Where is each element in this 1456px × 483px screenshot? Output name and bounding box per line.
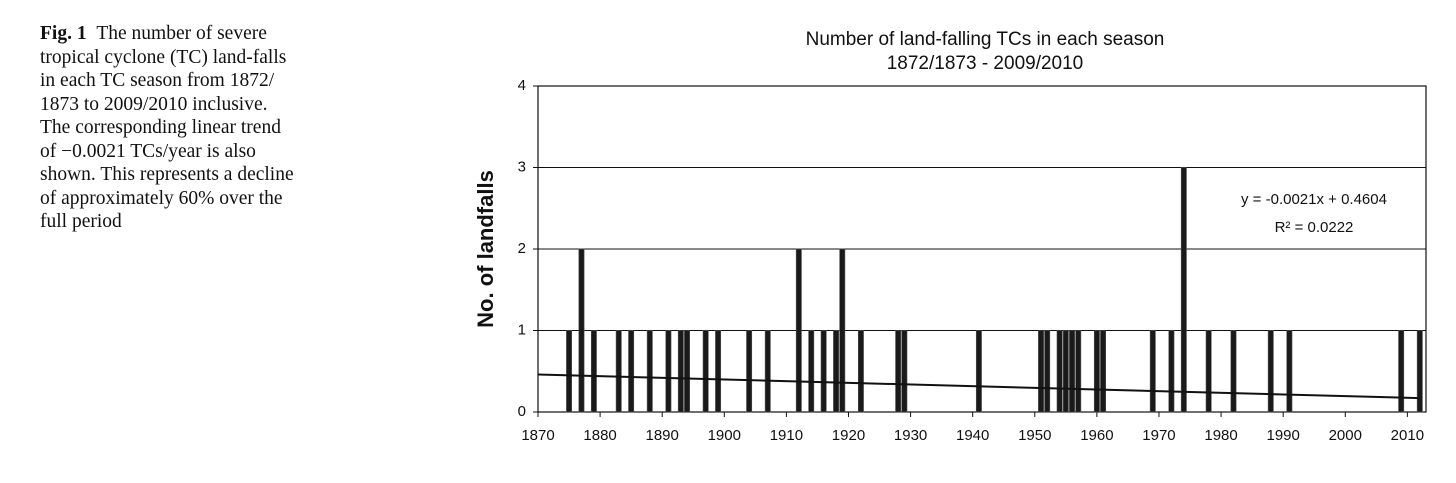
bar [702,330,709,413]
x-tick-label: 2010 [1391,427,1424,444]
bar [677,330,684,413]
x-tick-label: 1970 [1142,427,1175,444]
bar [764,330,771,413]
chart-title: Number of land-falling TCs in each seaso… [806,29,1165,50]
caption-line: full period [40,211,122,232]
bar [1056,330,1063,413]
caption-line: tropical cyclone (TC) land-falls [40,46,287,68]
caption-line: in each TC season from 1872/ [40,70,275,91]
y-tick-label: 4 [518,77,526,94]
x-tick-label: 2000 [1329,427,1362,444]
bar [615,330,622,413]
bar [1205,330,1212,413]
caption-label: Fig. 1 [40,23,87,44]
bar [1180,167,1187,413]
bar [1062,330,1069,413]
bar [839,248,846,413]
trend-equation: R² = 0.0222 [1275,219,1354,236]
x-tick-label: 1900 [708,427,741,444]
caption: Fig. 1 The number of severe tropical cyc… [40,22,370,234]
bar [566,330,572,413]
bar [895,330,902,413]
bar [833,330,840,413]
bar [578,248,585,413]
bar [746,330,753,413]
bar [628,330,635,413]
caption-line: of −0.0021 TCs/year is also [40,140,256,162]
bar [715,330,722,413]
bar [684,330,690,413]
bar [1267,330,1274,413]
caption-line: of approximately 60% over the [40,187,283,209]
bar [820,330,827,413]
bar [808,330,815,413]
x-tick-label: 1980 [1204,427,1237,444]
caption-line: Fig. 1 The number of severe [40,22,370,46]
bar [1038,330,1044,413]
bar [1416,330,1423,413]
x-tick-label: 1920 [832,427,865,444]
x-tick-label: 1870 [521,427,554,444]
bar [1100,330,1107,413]
caption-line: The corresponding linear trend [40,117,281,138]
x-tick-label: 1880 [583,427,616,444]
chart-subtitle: 1872/1873 - 2009/2010 [887,53,1084,74]
x-tick-label: 1910 [770,427,803,444]
bar [590,330,597,413]
bar [857,330,864,413]
x-tick-label: 1950 [1018,427,1051,444]
caption-line: 1873 to 2009/2010 inclusive. [40,93,268,115]
bar [1149,330,1156,413]
bar [1069,330,1075,413]
bar [1093,330,1100,413]
bar [665,330,672,413]
y-tick-label: 2 [518,240,526,257]
bar [1286,330,1293,413]
y-axis-label: No. of landfalls [473,170,498,328]
caption-text: The number of severe [96,23,267,44]
bar [975,330,982,413]
y-tick-label: 3 [518,158,526,175]
bar [795,248,802,413]
y-tick-label: 0 [518,403,526,420]
bar [1398,330,1405,413]
bar [1168,330,1175,413]
y-tick-label: 1 [518,321,526,338]
x-tick-label: 1990 [1266,427,1299,444]
bar [1230,330,1237,413]
trend-line [537,373,1420,400]
bar [901,330,908,413]
x-tick-label: 1890 [646,427,679,444]
x-tick-label: 1940 [956,427,989,444]
bar [1044,330,1051,413]
caption-line: shown. This represents a decline [40,164,294,185]
x-tick-label: 1960 [1080,427,1113,444]
trend-equation: y = -0.0021x + 0.4604 [1241,191,1387,208]
bar [646,330,653,413]
x-tick-label: 1930 [894,427,927,444]
bar [1075,330,1082,413]
